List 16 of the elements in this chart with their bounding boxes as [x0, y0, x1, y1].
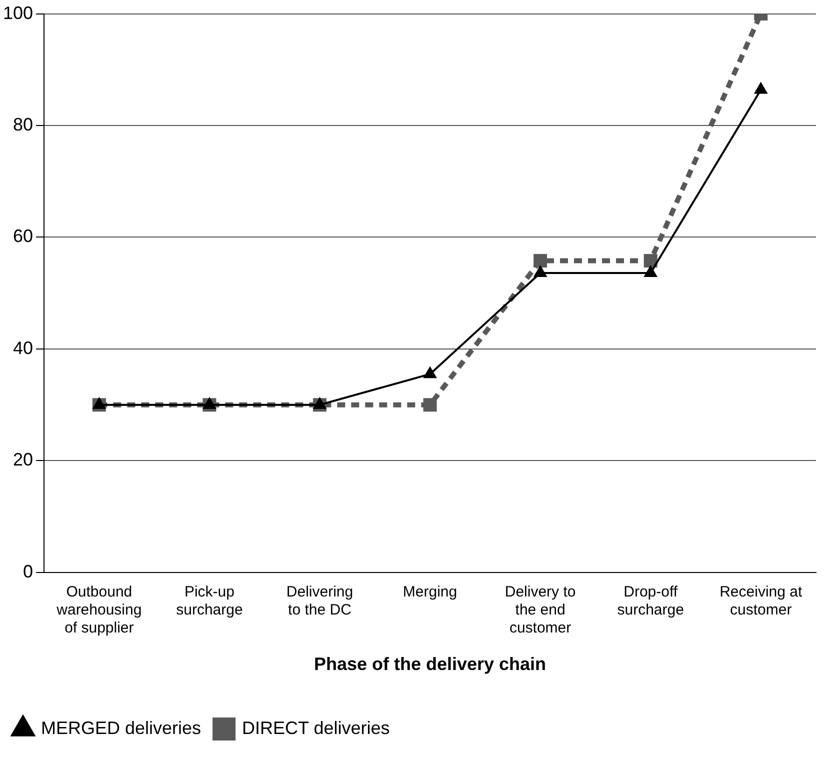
y-tick-label: 40: [13, 338, 34, 358]
legend-label: DIRECT deliveries: [242, 718, 390, 738]
y-tick-label: 60: [13, 226, 34, 246]
y-tick-label: 100: [2, 2, 34, 23]
x-tick-label: Merging: [402, 584, 458, 601]
x-tick-label: Drop-off surcharge: [617, 584, 684, 619]
y-tick-label: 20: [13, 450, 34, 470]
x-tick-label: Pick-up surcharge: [176, 584, 243, 619]
y-tick-label: 0: [23, 561, 34, 582]
x-axis-title: Phase of the delivery chain: [314, 654, 546, 674]
y-tick-label: 80: [13, 114, 34, 134]
x-tick-label: Delivering to the DC: [286, 584, 354, 619]
legend-label: MERGED deliveries: [41, 718, 202, 738]
x-tick-label: Delivery to the end customer: [504, 584, 576, 637]
x-tick-label: Outbound warehousing of supplier: [56, 584, 142, 637]
x-tick-label: Receiving at customer: [720, 584, 803, 619]
